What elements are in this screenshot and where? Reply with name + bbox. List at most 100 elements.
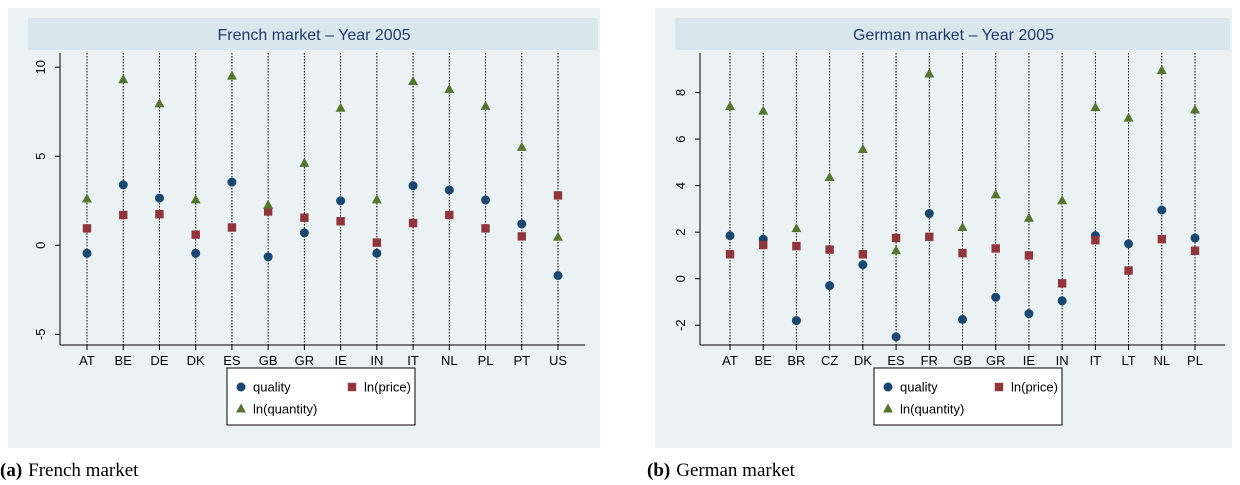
x-tick-label: IE — [1023, 353, 1036, 368]
legend-label: quality — [253, 380, 291, 395]
x-tick-label: BE — [115, 353, 133, 368]
x-tick-label: NL — [1153, 353, 1170, 368]
x-tick-label: IE — [334, 353, 347, 368]
x-tick-label: IN — [1056, 353, 1069, 368]
y-tick-label: 2 — [673, 229, 688, 236]
marker — [1057, 279, 1067, 288]
marker — [263, 207, 273, 216]
legend-label: ln(price) — [364, 380, 411, 395]
marker — [891, 233, 901, 243]
x-tick-label: BE — [755, 353, 773, 368]
marker — [408, 75, 419, 85]
marker — [227, 177, 237, 187]
legend-label: quality — [900, 380, 938, 395]
marker — [299, 228, 309, 238]
marker — [858, 260, 868, 270]
marker — [1190, 246, 1200, 255]
marker — [480, 100, 491, 110]
marker — [725, 250, 735, 259]
caption-text: French market — [28, 460, 139, 481]
marker — [1157, 205, 1167, 215]
marker — [227, 223, 237, 232]
x-tick-label: US — [549, 353, 567, 368]
marker — [924, 209, 934, 219]
marker — [1157, 234, 1166, 244]
marker — [481, 224, 490, 233]
x-tick-label: GB — [259, 353, 278, 368]
legend-marker — [883, 403, 893, 413]
legend-marker — [883, 382, 893, 392]
marker — [1024, 251, 1034, 260]
marker — [725, 231, 735, 241]
marker — [408, 181, 418, 191]
y-tick-label: 10 — [33, 60, 48, 74]
marker — [858, 250, 868, 259]
marker — [1124, 239, 1134, 249]
marker — [759, 240, 768, 250]
marker — [1090, 102, 1101, 112]
marker — [371, 194, 382, 204]
marker — [990, 189, 1001, 199]
x-tick-label: PT — [513, 353, 530, 368]
y-tick-label: 4 — [673, 182, 688, 189]
legend-label: ln(quantity) — [253, 402, 317, 417]
caption-tag: (b) — [647, 460, 670, 481]
marker — [791, 223, 802, 233]
marker — [335, 102, 346, 112]
marker — [958, 248, 967, 258]
x-tick-label: IT — [407, 353, 419, 368]
x-tick-label: IT — [1090, 353, 1102, 368]
marker — [957, 222, 968, 232]
marker — [553, 271, 563, 281]
marker — [444, 185, 454, 195]
marker — [891, 245, 902, 255]
chart-title: French market – Year 2005 — [217, 27, 410, 44]
y-tick-label: 0 — [33, 242, 48, 249]
marker — [725, 101, 735, 111]
caption: (b) German market — [647, 460, 796, 481]
marker — [791, 316, 801, 326]
title-band — [675, 18, 1230, 50]
marker — [372, 248, 382, 258]
y-tick-label: 5 — [33, 153, 48, 160]
legend-marker — [994, 382, 1004, 392]
marker — [481, 195, 491, 205]
marker — [553, 191, 563, 200]
x-tick-label: ES — [887, 353, 905, 368]
marker — [154, 193, 164, 203]
marker — [82, 193, 92, 203]
marker — [191, 248, 201, 258]
caption-tag: (a) — [0, 460, 22, 481]
marker — [118, 74, 129, 84]
legend-marker — [236, 403, 246, 413]
marker — [155, 209, 164, 219]
marker — [517, 219, 527, 229]
marker — [825, 281, 835, 291]
marker — [758, 105, 769, 115]
marker — [553, 231, 563, 241]
marker — [958, 314, 967, 324]
legend-marker — [236, 382, 246, 392]
x-tick-label: IN — [370, 353, 383, 368]
marker — [1190, 233, 1200, 243]
marker — [516, 141, 527, 151]
marker — [991, 292, 1001, 302]
x-tick-label: NL — [441, 353, 458, 368]
legend — [226, 367, 416, 426]
marker — [1023, 212, 1034, 222]
legend-label: ln(price) — [1011, 380, 1058, 395]
legend-marker — [347, 382, 357, 392]
marker — [118, 180, 128, 190]
caption: (a) French market — [0, 460, 139, 481]
marker — [190, 194, 201, 204]
marker — [191, 230, 200, 239]
x-tick-label: ES — [223, 353, 241, 368]
y-tick-label: -5 — [33, 329, 48, 341]
x-tick-label: PL — [478, 353, 494, 368]
marker — [1091, 236, 1100, 245]
y-tick-label: 8 — [673, 89, 688, 96]
marker — [824, 171, 835, 181]
x-tick-label: GR — [986, 353, 1006, 368]
marker — [299, 157, 310, 167]
